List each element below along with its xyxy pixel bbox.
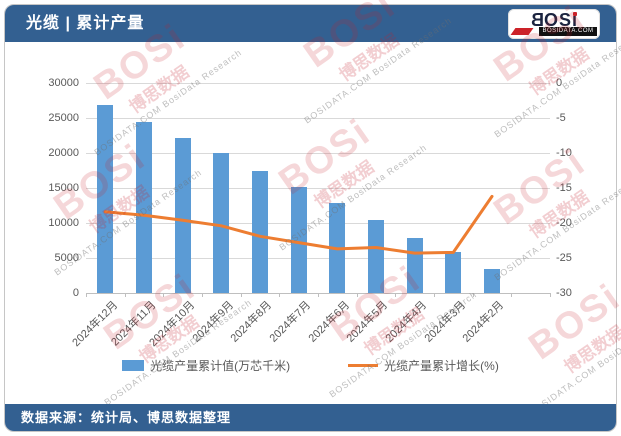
bar-2024年6月 [329,202,346,293]
y-axis-right-tick-label: -25 [556,252,572,264]
x-axis-label-2024年9月: 2024年9月 [190,299,236,345]
gridline [86,223,550,224]
x-axis-tick [395,293,397,297]
bar-2024年8月 [252,171,268,293]
legend-item-line: 光缆产量累计增长(%) [348,357,499,374]
bosi-logo-text: BOSı [508,10,600,30]
y-axis-right-tick-label: -15 [556,182,572,194]
gridline [86,153,550,154]
x-axis-label-2024年7月: 2024年7月 [267,299,314,345]
x-axis-tick [86,293,87,297]
bar-2024年4月 [406,237,423,293]
x-axis-tick [434,293,435,297]
x-axis-label-2024年4月: 2024年4月 [383,299,430,345]
logo-letters-os: OS [543,10,572,30]
y-axis-left-tick-label: 0 [72,287,79,299]
bar-2024年3月 [445,252,462,293]
bar-2024年12月 [97,105,114,293]
y-axis-left-tick-label: 20000 [48,147,79,159]
y-axis-left-tick-label: 15000 [48,182,79,194]
y-axis-right-tick-label: -5 [556,112,566,124]
x-axis-tick [318,293,319,297]
y-axis-right-tick-label: 0 [556,77,563,89]
bar-2024年5月 [368,219,384,293]
logo-letter-i: ı [572,10,579,30]
bosi-logo: BOSı BOSIDATA.COM [508,9,600,39]
line-swatch-icon [348,364,379,367]
bar-2024年7月 [290,186,307,293]
x-axis-tick [163,293,165,297]
x-axis-tick [356,293,358,297]
bar-2024年2月 [484,268,500,293]
gridline [86,188,550,189]
gridline [86,118,550,119]
y-axis-right-tick-label: -30 [556,287,572,299]
y-axis-right-tick-label: -20 [556,217,572,229]
data-source-text: 数据来源：统计局、博思数据整理 [21,410,232,425]
x-axis-tick [202,293,203,297]
bar-2024年11月 [136,121,152,293]
y-axis-left-tick-label: 10000 [48,217,79,229]
x-axis-tick [472,293,474,297]
bar-2024年9月 [213,153,230,293]
legend-item-bar: 光缆产量累计值(万芯千米) [122,357,290,374]
legend-bar-label: 光缆产量累计值(万芯千米) [150,359,291,373]
report-footer: 数据来源：统计局、博思数据整理 [5,404,616,431]
y-axis-left-tick-label: 25000 [48,112,79,124]
x-axis-tick [279,293,281,297]
y-axis-left-tick-label: 30000 [48,77,79,89]
page-title: 光缆 | 累计产量 [26,15,145,32]
legend-line-label: 光缆产量累计增长(%) [384,359,499,373]
gridline [86,258,550,259]
report-header: 光缆 | 累计产量 BOSı BOSIDATA.COM [5,5,616,42]
x-axis-tick [511,293,513,297]
bar-swatch-icon [122,360,145,371]
bar-2024年10月 [174,138,191,293]
y-axis-right-tick-label: -10 [556,147,572,159]
x-axis-tick [124,293,126,297]
logo-red-dot [573,12,577,16]
x-axis-tick [550,293,551,297]
gridline [86,83,550,84]
x-axis-tick [240,293,242,297]
bosi-logo-domain: BOSIDATA.COM [539,27,597,36]
y-axis-left-tick-label: 5000 [54,252,79,264]
chart-legend: 光缆产量累计值(万芯千米) 光缆产量累计增长(%) [0,357,621,374]
